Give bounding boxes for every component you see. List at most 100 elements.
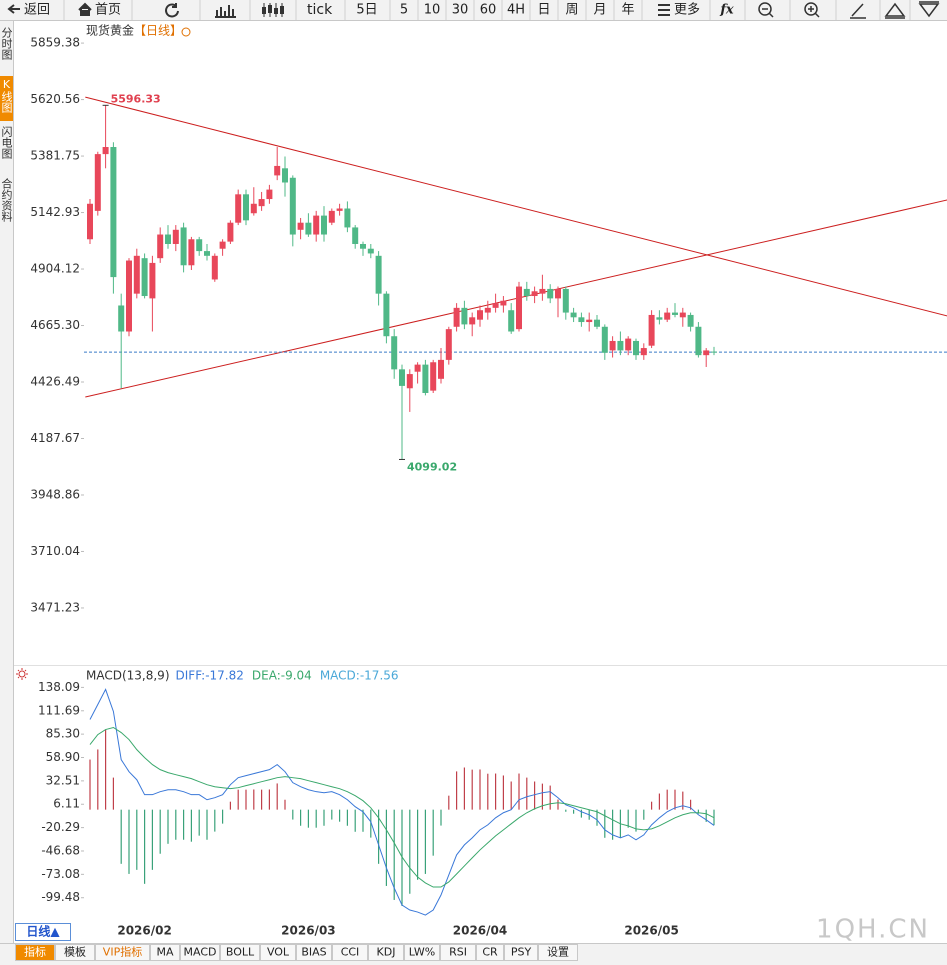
- candle-body: [110, 147, 117, 278]
- candle-body: [601, 326, 608, 353]
- toolbar-button[interactable]: 更多: [674, 2, 700, 18]
- indicator-tab[interactable]: [368, 944, 404, 961]
- indicator-tab-label[interactable]: 模板: [64, 945, 86, 959]
- toolbar-button[interactable]: fx: [719, 3, 734, 18]
- side-tab[interactable]: 闪电图: [0, 125, 13, 160]
- toolbar-button[interactable]: 5日: [356, 3, 377, 18]
- indicator-tab[interactable]: [220, 944, 260, 961]
- indicator-tab[interactable]: [180, 944, 220, 961]
- indicator-tab[interactable]: [260, 944, 296, 961]
- indicator-tab[interactable]: [15, 944, 55, 961]
- candle-body: [360, 243, 366, 249]
- toolbar-button[interactable]: 周: [565, 3, 578, 18]
- candle-body: [211, 255, 218, 280]
- candle-body: [165, 234, 171, 244]
- watermark: 1QH.CN: [816, 915, 930, 945]
- candle-body: [266, 189, 273, 200]
- candle-body: [87, 203, 93, 240]
- indicator-tab-label[interactable]: VIP指标: [103, 945, 142, 959]
- indicator-tab-label[interactable]: RSI: [449, 946, 467, 959]
- candle-body: [188, 239, 195, 266]
- candle-body: [282, 168, 288, 183]
- toolbar-button[interactable]: 年: [621, 3, 634, 18]
- candle-body: [305, 222, 312, 235]
- toolbar-button[interactable]: 4H: [507, 3, 525, 18]
- menu-icon[interactable]: [658, 4, 670, 16]
- back-icon[interactable]: [7, 4, 20, 14]
- indicator-tab-label[interactable]: PSY: [511, 946, 532, 959]
- indicator-tab-label[interactable]: 设置: [547, 946, 569, 959]
- y-tick-label: 58.90: [46, 750, 80, 764]
- indicator-tab[interactable]: [504, 944, 538, 961]
- x-tick-label: 2026/05: [624, 924, 678, 938]
- toolbar-button[interactable]: tick: [307, 2, 333, 18]
- indicator-tab-label[interactable]: BOLL: [226, 946, 255, 959]
- period-button[interactable]: [15, 923, 71, 941]
- indicator-tab-label[interactable]: VOL: [267, 946, 290, 959]
- candle-body: [617, 340, 624, 351]
- candle-body: [445, 329, 452, 360]
- candle-body: [204, 251, 210, 256]
- indicator-tab[interactable]: [55, 944, 95, 961]
- indicator-tab-label[interactable]: CR: [482, 946, 498, 959]
- settings-icon[interactable]: [16, 668, 28, 680]
- indicator-tab-label[interactable]: MA: [156, 946, 173, 959]
- y-tick-label: -73.08: [41, 867, 80, 881]
- y-tick-label: 85.30: [46, 727, 80, 741]
- candle-body: [516, 286, 522, 330]
- x-tick-label: 2026/03: [281, 924, 335, 938]
- indicator-tab-label[interactable]: KDJ: [377, 946, 396, 959]
- candle-body: [508, 310, 515, 332]
- toolbar-button[interactable]: 10: [424, 3, 441, 18]
- toolbar-button[interactable]: 返回: [24, 3, 50, 18]
- candle-body: [289, 177, 296, 235]
- indicator-tab[interactable]: [95, 944, 150, 961]
- candle-body: [656, 317, 663, 320]
- indicator-tab[interactable]: [150, 944, 180, 961]
- toolbar-button[interactable]: 60: [480, 3, 497, 18]
- indicator-tab[interactable]: [440, 944, 476, 961]
- y-tick-label: -99.48: [41, 890, 80, 904]
- candle-body: [586, 319, 593, 323]
- indicator-tab-label[interactable]: LW%: [409, 946, 435, 959]
- indicator-tab[interactable]: [332, 944, 368, 961]
- candle-body: [149, 262, 156, 299]
- low-label: 4099.02: [407, 460, 457, 473]
- candle-body: [594, 319, 600, 327]
- toolbar-button[interactable]: 30: [452, 3, 469, 18]
- side-tab[interactable]: 分时图: [0, 27, 13, 61]
- indicator-tab[interactable]: [538, 944, 578, 961]
- candle-body: [523, 288, 530, 297]
- candle-body: [258, 199, 265, 207]
- period-label: 【日线】: [134, 24, 182, 38]
- candle-body: [640, 348, 647, 356]
- candle-body: [695, 326, 702, 356]
- indicator-tab-label[interactable]: 指标: [24, 945, 46, 959]
- side-tab[interactable]: K线图: [0, 78, 13, 114]
- candle-body: [547, 288, 554, 299]
- candle-icon[interactable]: [262, 5, 284, 14]
- side-tab-active[interactable]: [0, 76, 13, 121]
- indicator-tab-label[interactable]: MACD: [184, 946, 217, 959]
- candle-body: [399, 369, 405, 386]
- zoom-icons[interactable]: [758, 1, 940, 19]
- toolbar-button[interactable]: 日: [537, 3, 550, 18]
- candle-body: [664, 312, 671, 320]
- candle-body: [703, 350, 710, 356]
- bar-icon[interactable]: [215, 5, 236, 18]
- toolbar-button[interactable]: 5: [400, 3, 408, 18]
- indicator-tab[interactable]: [404, 944, 440, 961]
- period-button-label[interactable]: 日线▲: [26, 924, 60, 939]
- side-tab[interactable]: 合约资料: [0, 177, 13, 223]
- refresh-icon[interactable]: [165, 3, 179, 18]
- indicator-tab-label[interactable]: BIAS: [301, 946, 326, 959]
- indicator-tab-label[interactable]: CCI: [341, 946, 360, 959]
- candle-body: [141, 258, 148, 297]
- indicator-tab[interactable]: [476, 944, 504, 961]
- add-icon[interactable]: [181, 27, 191, 37]
- toolbar-button[interactable]: 月: [593, 3, 606, 18]
- y-tick-label: 111.69: [38, 703, 80, 717]
- toolbar-button[interactable]: 首页: [95, 3, 121, 18]
- indicator-tab[interactable]: [296, 944, 332, 961]
- home-icon[interactable]: [78, 2, 92, 16]
